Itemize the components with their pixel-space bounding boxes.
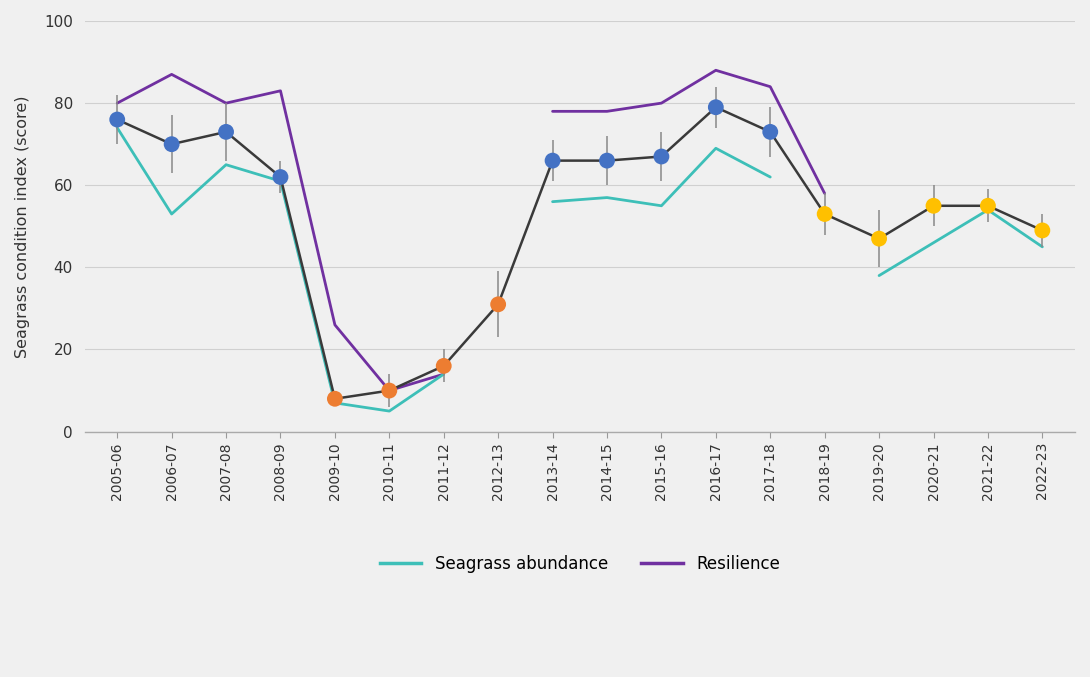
Point [544,155,561,166]
Point [109,114,126,125]
Point [816,209,834,219]
Point [489,299,507,310]
Point [380,385,398,396]
Point [762,127,779,137]
Point [162,139,180,150]
Point [653,151,670,162]
Point [217,127,234,137]
Point [598,155,616,166]
Point [435,361,452,372]
Point [924,200,942,211]
Legend: Seagrass abundance, Resilience: Seagrass abundance, Resilience [373,548,787,580]
Point [326,393,343,404]
Y-axis label: Seagrass condition index (score): Seagrass condition index (score) [15,95,31,357]
Point [979,200,996,211]
Point [271,172,289,183]
Point [1033,225,1051,236]
Point [871,233,888,244]
Point [707,102,725,112]
